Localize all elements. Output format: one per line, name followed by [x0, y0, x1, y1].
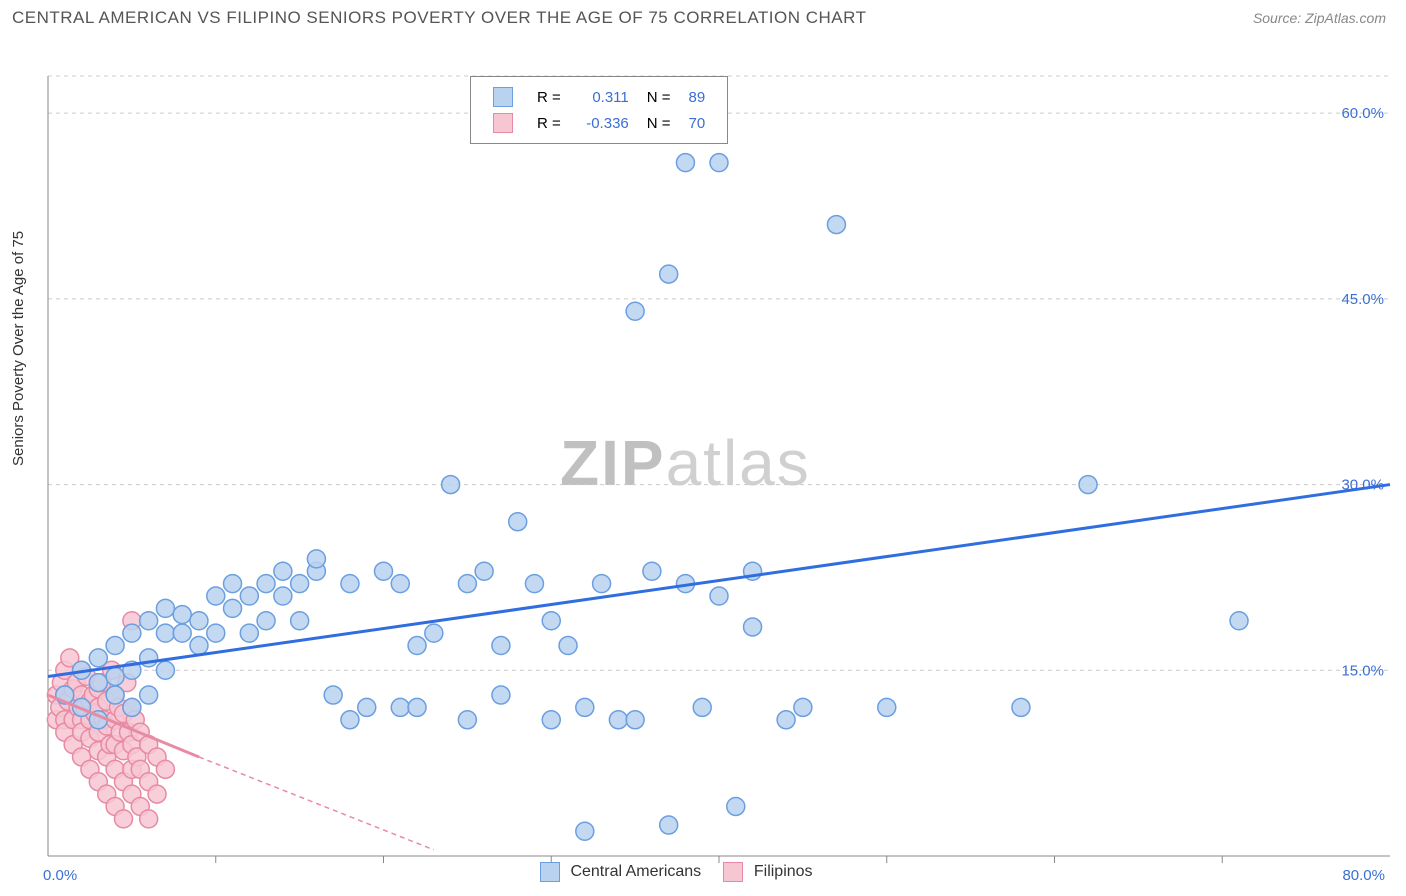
svg-text:45.0%: 45.0%: [1341, 291, 1384, 308]
legend-swatch-1: [493, 87, 513, 107]
legend-row-1: R = 0.311 N = 89: [485, 85, 713, 109]
scatter-chart: 15.0%30.0%45.0%60.0%0.0%80.0%: [0, 36, 1406, 896]
r-label: R =: [529, 111, 569, 135]
chart-area: Seniors Poverty Over the Age of 75 ZIPat…: [0, 36, 1406, 886]
r-value-1: 0.311: [571, 85, 637, 109]
legend-row-2: R = -0.336 N = 70: [485, 111, 713, 135]
svg-text:0.0%: 0.0%: [43, 867, 77, 884]
n-value-1: 89: [681, 85, 714, 109]
svg-text:60.0%: 60.0%: [1341, 105, 1384, 122]
chart-title: CENTRAL AMERICAN VS FILIPINO SENIORS POV…: [12, 8, 866, 28]
n-value-2: 70: [681, 111, 714, 135]
legend-swatch-2: [493, 113, 513, 133]
legend-label-fil: Filipinos: [754, 863, 813, 880]
svg-text:15.0%: 15.0%: [1341, 662, 1384, 679]
series-legend: Central Americans Filipinos: [540, 862, 813, 882]
source-label: Source: ZipAtlas.com: [1253, 10, 1386, 26]
legend-swatch-ca: [540, 862, 560, 882]
r-label: R =: [529, 85, 569, 109]
n-label: N =: [639, 85, 679, 109]
legend-label-ca: Central Americans: [570, 863, 701, 880]
correlation-legend: R = 0.311 N = 89 R = -0.336 N = 70: [470, 76, 728, 144]
n-label: N =: [639, 111, 679, 135]
r-value-2: -0.336: [571, 111, 637, 135]
legend-swatch-fil: [723, 862, 743, 882]
svg-text:80.0%: 80.0%: [1342, 867, 1385, 884]
